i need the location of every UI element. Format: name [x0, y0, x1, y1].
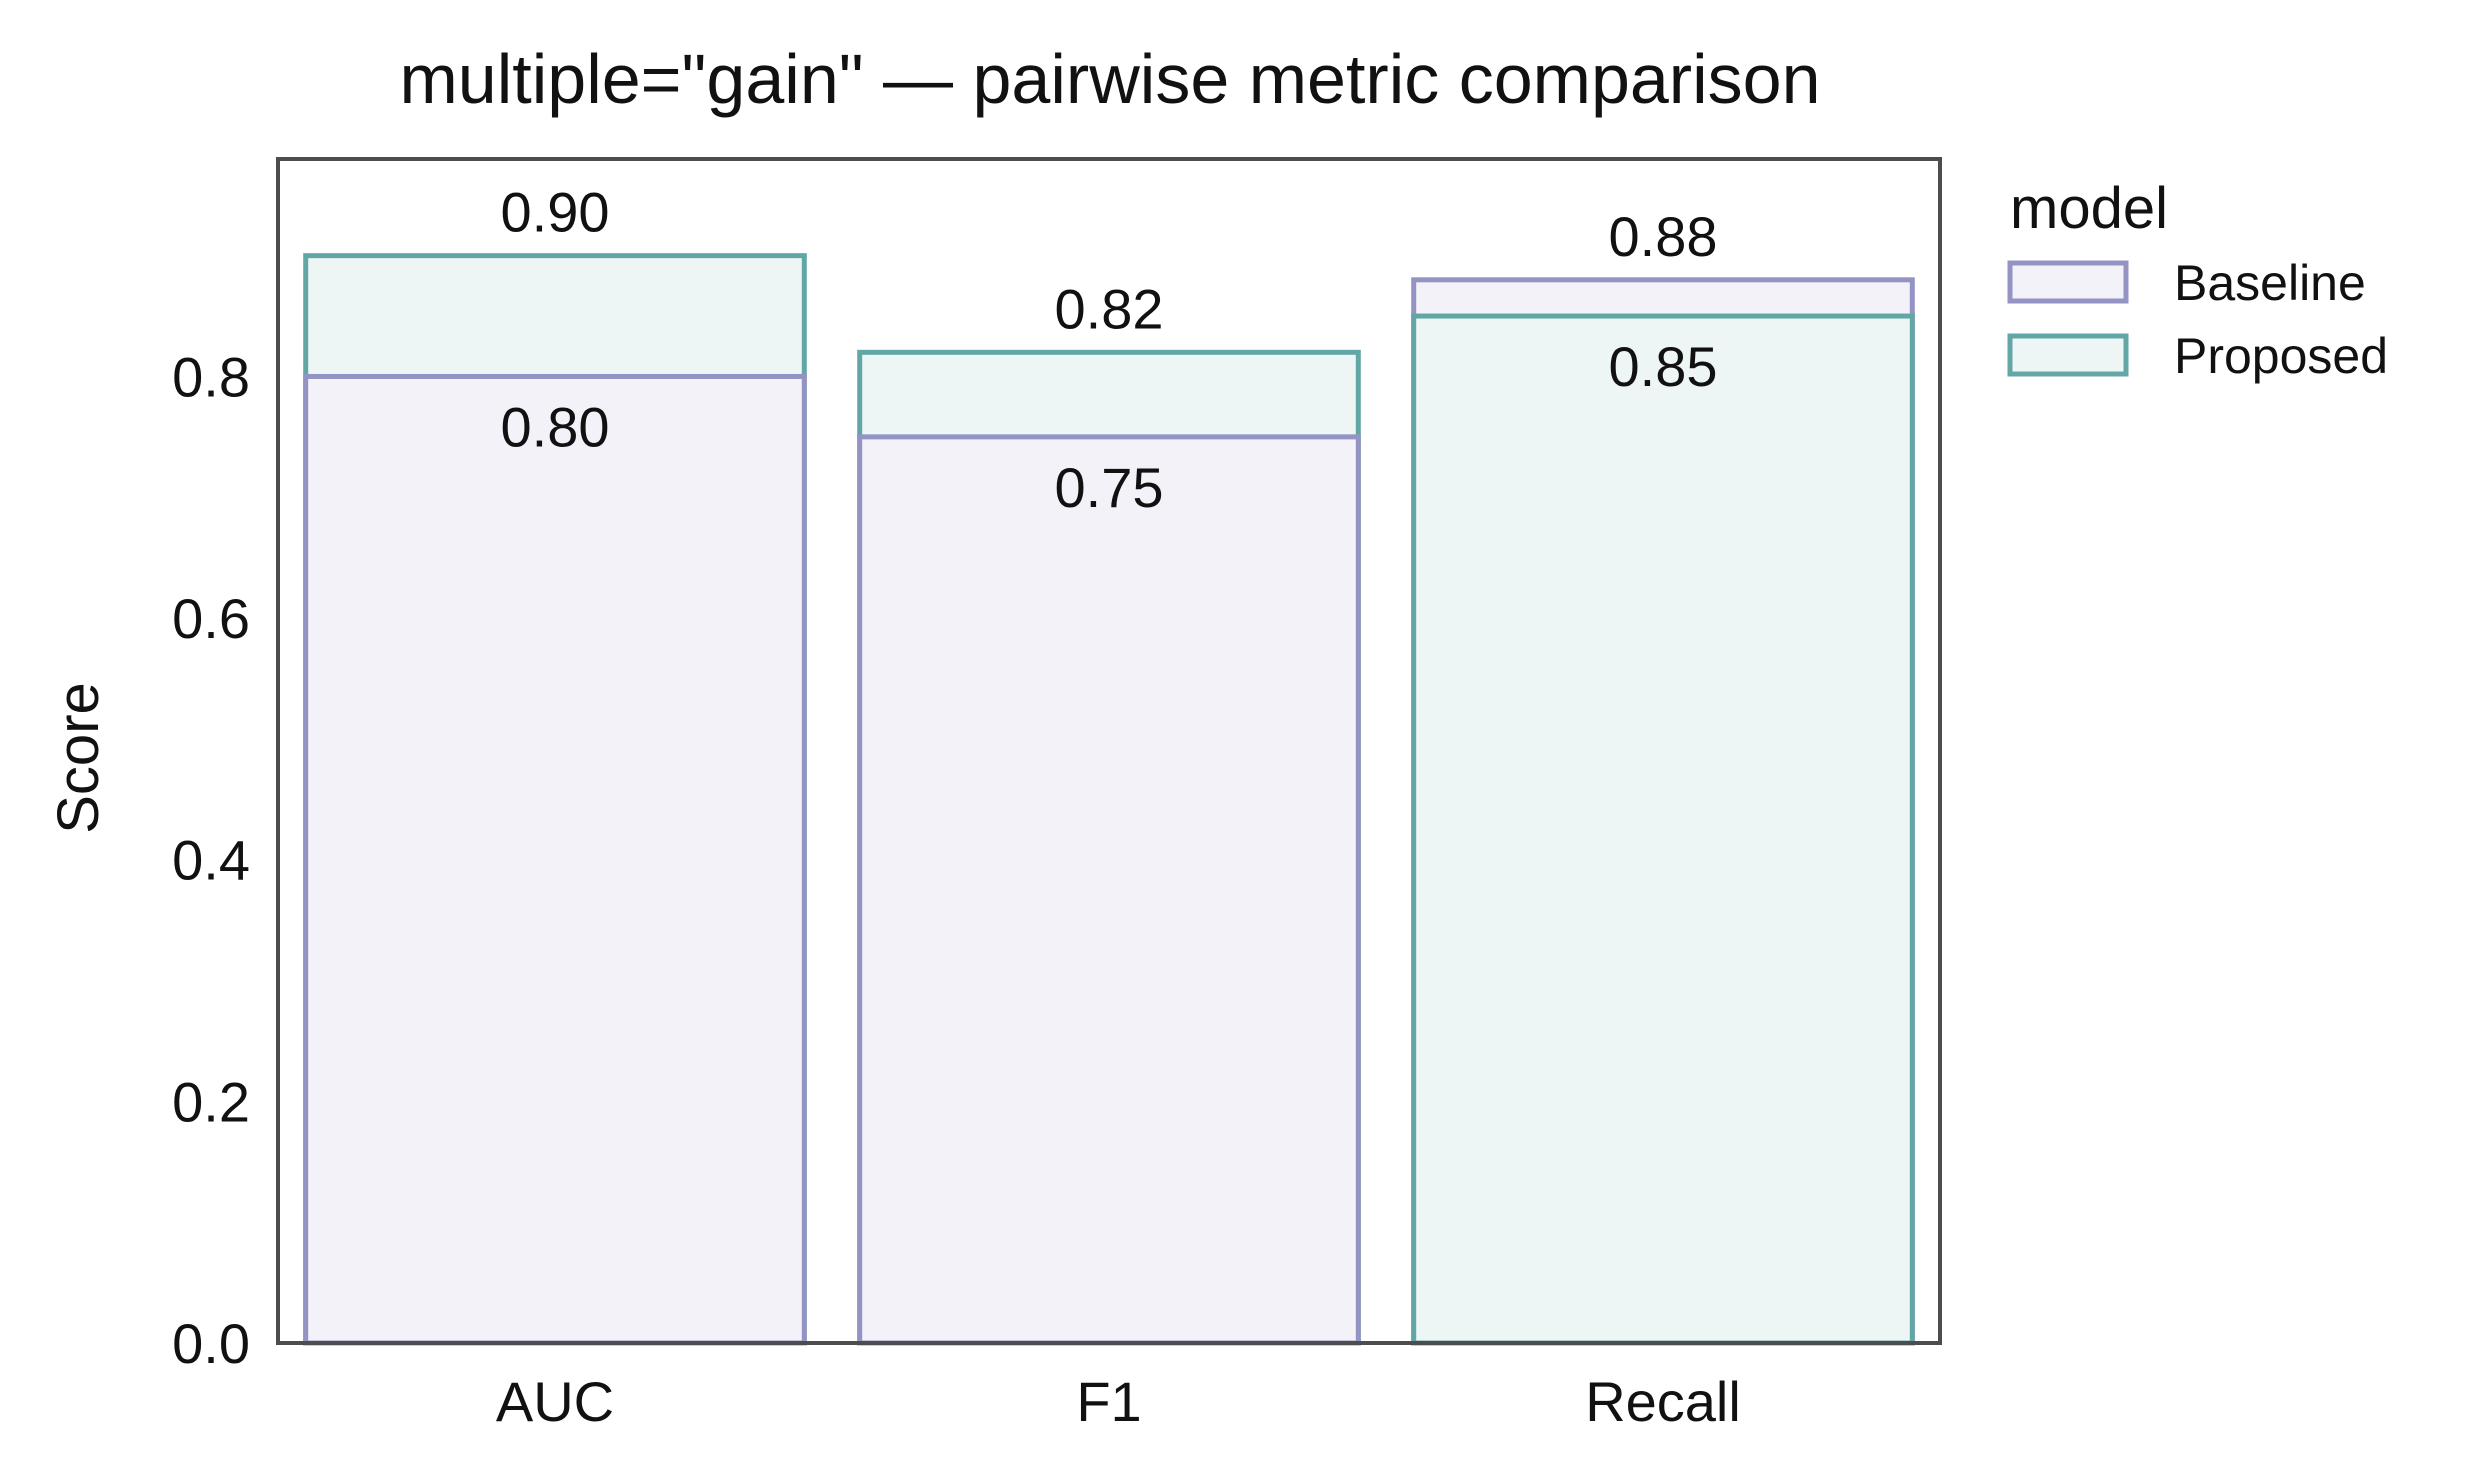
- x-tick-label-f1: F1: [1076, 1370, 1141, 1433]
- bar-f1-baseline: [857, 434, 1361, 1346]
- data-label-recall-baseline: 0.88: [1609, 205, 1718, 268]
- y-tick-label: 0.0: [172, 1312, 250, 1375]
- plot-frame: [276, 157, 1942, 1345]
- y-tick-label: 0.6: [172, 587, 250, 650]
- legend-swatch-baseline: [2007, 260, 2129, 304]
- legend-swatch-proposed: [2007, 333, 2129, 377]
- y-tick-label: 0.8: [172, 345, 250, 408]
- legend-title: model: [2010, 176, 2168, 241]
- data-labels-layer: 0.90 0.80 0.82 0.75 0.88 0.85: [501, 181, 1718, 519]
- chart-title: multiple="gain" — pairwise metric compar…: [399, 40, 1820, 118]
- data-label-f1-baseline: 0.75: [1055, 456, 1164, 519]
- x-tick-label-auc: AUC: [496, 1370, 614, 1433]
- legend-label-proposed: Proposed: [2174, 328, 2388, 384]
- x-tick-label-recall: Recall: [1585, 1370, 1741, 1433]
- x-axis-ticks: AUC F1 Recall: [496, 1370, 1741, 1433]
- legend-label-baseline: Baseline: [2174, 255, 2366, 311]
- y-axis-label: Score: [46, 682, 111, 834]
- y-axis-ticks: 0.0 0.2 0.4 0.6 0.8: [172, 345, 250, 1375]
- bar-auc-baseline: [303, 373, 807, 1346]
- bars-layer: [303, 253, 1915, 1346]
- legend: model Baseline Proposed: [2007, 176, 2388, 384]
- data-label-f1-proposed: 0.82: [1055, 277, 1164, 340]
- bar-recall-proposed: [1411, 313, 1915, 1346]
- data-label-recall-proposed: 0.85: [1609, 335, 1718, 398]
- data-label-auc-proposed: 0.90: [501, 181, 610, 244]
- data-label-auc-baseline: 0.80: [501, 395, 610, 458]
- y-tick-label: 0.4: [172, 829, 250, 892]
- y-tick-label: 0.2: [172, 1070, 250, 1133]
